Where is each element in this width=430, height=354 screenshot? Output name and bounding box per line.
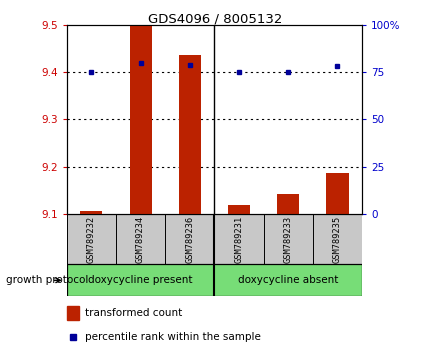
Text: transformed count: transformed count	[84, 308, 181, 318]
Text: percentile rank within the sample: percentile rank within the sample	[84, 332, 260, 342]
Bar	[276, 194, 298, 214]
Bar	[178, 55, 200, 214]
Text: GSM789231: GSM789231	[234, 215, 243, 263]
Text: GSM789236: GSM789236	[185, 215, 194, 263]
Bar	[67, 307, 78, 320]
Text: GSM789232: GSM789232	[87, 215, 96, 263]
Text: doxycycline present: doxycycline present	[88, 275, 192, 285]
Text: GSM789233: GSM789233	[283, 215, 292, 263]
Bar	[129, 26, 151, 214]
Bar	[326, 173, 348, 214]
Bar	[80, 211, 102, 214]
Text: GDS4096 / 8005132: GDS4096 / 8005132	[148, 12, 282, 25]
Text: GSM789234: GSM789234	[136, 215, 145, 263]
Text: GSM789235: GSM789235	[332, 215, 341, 263]
Bar	[227, 205, 249, 214]
Text: doxycycline absent: doxycycline absent	[237, 275, 338, 285]
Text: growth protocol: growth protocol	[6, 275, 89, 285]
